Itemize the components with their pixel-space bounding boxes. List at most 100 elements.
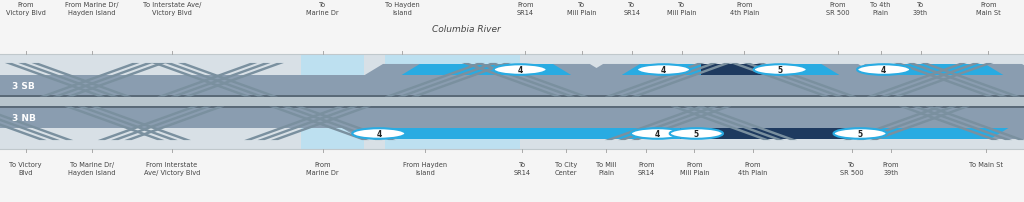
Circle shape (754, 65, 807, 76)
Text: To
SR14: To SR14 (624, 2, 640, 16)
Polygon shape (65, 107, 165, 140)
Text: 5: 5 (777, 66, 783, 75)
Polygon shape (604, 64, 705, 97)
Polygon shape (53, 64, 153, 97)
Polygon shape (296, 107, 395, 140)
Polygon shape (899, 107, 999, 140)
Text: To Mill
Plain: To Mill Plain (596, 162, 616, 175)
Text: 4: 4 (376, 129, 382, 138)
Polygon shape (39, 64, 139, 97)
Text: 5: 5 (693, 129, 699, 138)
Polygon shape (178, 64, 279, 97)
Polygon shape (870, 107, 970, 140)
Polygon shape (158, 64, 257, 97)
Polygon shape (585, 65, 640, 76)
Polygon shape (385, 64, 484, 97)
Polygon shape (990, 128, 1024, 139)
Polygon shape (881, 64, 980, 97)
Text: 4: 4 (654, 129, 660, 138)
Text: From
Marine Dr: From Marine Dr (306, 162, 339, 175)
Polygon shape (757, 64, 856, 97)
Polygon shape (926, 107, 1024, 140)
Bar (385, 55, 520, 149)
Polygon shape (684, 107, 784, 140)
Text: From
4th Plain: From 4th Plain (730, 2, 759, 16)
Text: From
SR14: From SR14 (517, 2, 534, 16)
Polygon shape (32, 64, 131, 97)
Text: 4: 4 (881, 66, 887, 75)
Text: From
SR 500: From SR 500 (825, 2, 850, 16)
Text: To Main St: To Main St (969, 162, 1004, 168)
Text: To 4th
Plain: To 4th Plain (870, 2, 891, 16)
Polygon shape (270, 107, 371, 140)
Polygon shape (921, 64, 1020, 97)
Polygon shape (488, 64, 589, 97)
Polygon shape (365, 65, 420, 76)
Circle shape (670, 129, 723, 139)
Polygon shape (912, 107, 1012, 140)
Bar (680, 128, 860, 139)
Text: To
Mill Plain: To Mill Plain (567, 2, 596, 16)
Text: To
Mill Plain: To Mill Plain (668, 2, 696, 16)
Polygon shape (397, 64, 498, 97)
Polygon shape (631, 107, 731, 140)
Polygon shape (412, 64, 511, 97)
Bar (0, 106, 1024, 108)
Text: To Marine Dr/
Hayden Island: To Marine Dr/ Hayden Island (69, 162, 116, 175)
Text: 3 NB: 3 NB (12, 114, 36, 123)
Polygon shape (165, 64, 264, 97)
Polygon shape (618, 107, 718, 140)
Polygon shape (856, 107, 956, 140)
Text: From
Mill Plain: From Mill Plain (680, 162, 709, 175)
Polygon shape (5, 64, 105, 97)
Polygon shape (66, 64, 166, 97)
Text: To
39th: To 39th (913, 2, 928, 16)
Polygon shape (893, 64, 993, 97)
Bar (884, 65, 1004, 76)
Text: To Victory
Blvd: To Victory Blvd (9, 162, 42, 175)
Text: To City
Center: To City Center (555, 162, 578, 175)
Polygon shape (894, 64, 993, 97)
Polygon shape (907, 64, 1008, 97)
Polygon shape (0, 107, 59, 140)
Bar (0, 96, 1024, 108)
Text: To
SR 500: To SR 500 (840, 162, 864, 175)
Polygon shape (244, 107, 344, 140)
Text: 4: 4 (517, 66, 523, 75)
Circle shape (494, 65, 547, 76)
Polygon shape (78, 107, 178, 140)
Polygon shape (631, 64, 731, 97)
Polygon shape (847, 65, 902, 76)
Text: From Hayden
Island: From Hayden Island (402, 162, 447, 175)
Polygon shape (0, 107, 74, 140)
Bar (379, 128, 1009, 139)
Bar (0, 108, 1024, 128)
Text: To Hayden
Island: To Hayden Island (385, 2, 420, 16)
Polygon shape (618, 64, 718, 97)
Polygon shape (283, 107, 383, 140)
Bar (622, 65, 840, 76)
Circle shape (631, 129, 684, 139)
Bar (301, 55, 364, 149)
Polygon shape (18, 64, 119, 97)
Text: From
Victory Blvd: From Victory Blvd (6, 2, 45, 16)
Polygon shape (462, 64, 562, 97)
Polygon shape (184, 64, 284, 97)
Text: To Interstate Ave/
Victory Blvd: To Interstate Ave/ Victory Blvd (142, 2, 202, 16)
Polygon shape (844, 107, 943, 140)
Polygon shape (604, 107, 705, 140)
Text: Columbia River: Columbia River (431, 25, 501, 34)
Polygon shape (111, 107, 211, 140)
Text: From
Main St: From Main St (976, 2, 1000, 16)
Bar (401, 65, 571, 76)
Text: From
4th Plain: From 4th Plain (738, 162, 767, 175)
Text: 4: 4 (660, 66, 667, 75)
Polygon shape (553, 65, 608, 76)
Text: To
SR14: To SR14 (514, 162, 530, 175)
Polygon shape (730, 64, 829, 97)
Polygon shape (152, 64, 252, 97)
Text: From Interstate
Ave/ Victory Blvd: From Interstate Ave/ Victory Blvd (143, 162, 201, 175)
Polygon shape (342, 128, 397, 139)
Polygon shape (0, 107, 47, 140)
Circle shape (857, 65, 910, 76)
